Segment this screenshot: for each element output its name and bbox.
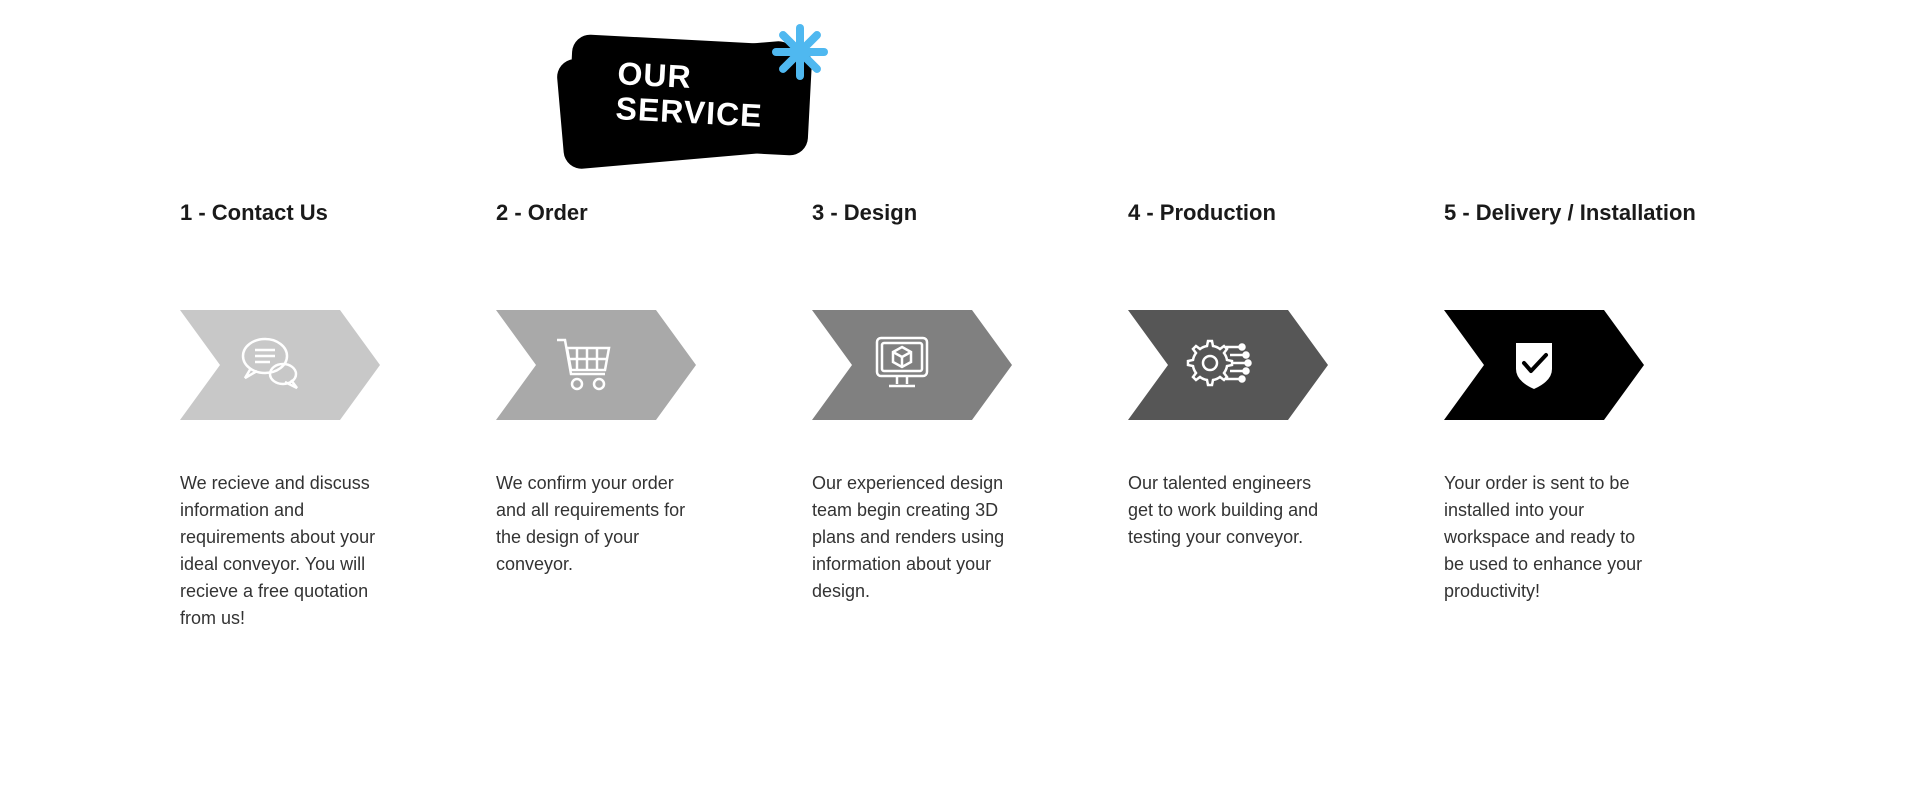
step-description: Our experienced design team begin creati… [812, 470, 1022, 605]
badge-text: OUR SERVICE [615, 56, 765, 134]
gear-circuit-icon [1178, 325, 1258, 405]
badge-line1: OUR [617, 55, 693, 95]
arrow-shape [812, 310, 1012, 420]
step-description: We confirm your order and all requiremen… [496, 470, 706, 578]
step-description: Our talented engineers get to work build… [1128, 470, 1338, 551]
step-title: 5 - Delivery / Installation [1444, 200, 1740, 260]
arrow-shape [496, 310, 696, 420]
shield-check-icon [1494, 325, 1574, 405]
step-contact-us: 1 - Contact Us We recieve and discuss in… [180, 200, 476, 632]
steps-container: 1 - Contact Us We recieve and discuss in… [180, 200, 1740, 632]
step-title: 2 - Order [496, 200, 792, 260]
step-title: 1 - Contact Us [180, 200, 476, 260]
step-delivery-installation: 5 - Delivery / Installation Your order i… [1444, 200, 1740, 632]
step-title: 3 - Design [812, 200, 1108, 260]
step-order: 2 - Order We confirm your order and all … [496, 200, 792, 632]
monitor-3d-icon [862, 325, 942, 405]
step-production: 4 - Production [1128, 200, 1424, 632]
chat-icon [230, 325, 310, 405]
step-description: We recieve and discuss information and r… [180, 470, 390, 632]
step-design: 3 - Design Our experienced desig [812, 200, 1108, 632]
step-title: 4 - Production [1128, 200, 1424, 260]
cart-icon [546, 325, 626, 405]
arrow-shape [1444, 310, 1644, 420]
badge-line2: SERVICE [615, 90, 764, 134]
arrow-shape [1128, 310, 1328, 420]
step-description: Your order is sent to be installed into … [1444, 470, 1654, 605]
header-badge: OUR SERVICE [560, 30, 840, 170]
arrow-shape [180, 310, 380, 420]
asterisk-icon [770, 22, 830, 82]
